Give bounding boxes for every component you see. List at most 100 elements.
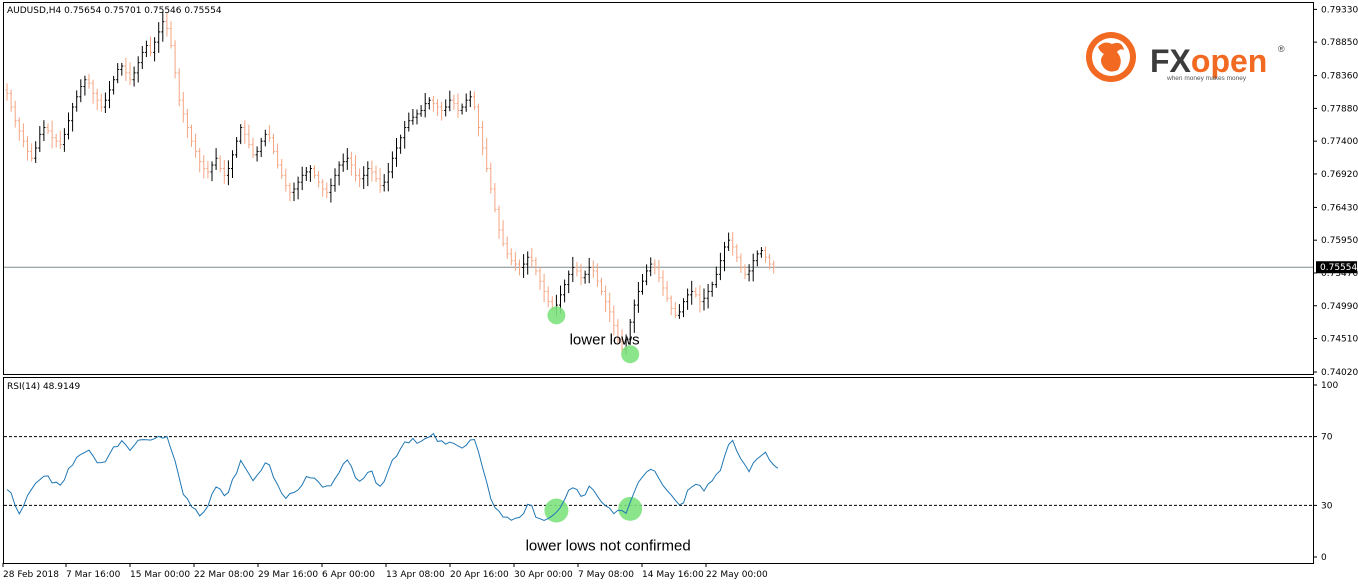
- candle: [5, 83, 9, 101]
- candle: [124, 57, 128, 81]
- candle: [764, 246, 767, 263]
- candle: [317, 171, 321, 188]
- candle: [112, 75, 116, 95]
- candle: [83, 75, 87, 96]
- candle: [485, 137, 489, 173]
- candle: [530, 247, 534, 267]
- candle: [682, 298, 685, 318]
- candle: [587, 258, 591, 284]
- price-annotation: lower lows: [570, 332, 640, 349]
- candle: [165, 12, 169, 37]
- candle: [690, 280, 694, 305]
- candle: [304, 166, 308, 181]
- candle: [382, 174, 386, 192]
- candle: [411, 108, 415, 125]
- price-y-axis: 0.79330 0.78850 0.78360 0.77880 0.77400 0.769…: [1313, 5, 1358, 378]
- candle: [329, 178, 333, 203]
- candle: [456, 93, 460, 118]
- candle: [136, 56, 140, 83]
- price-tick-label: 0.75950: [1321, 236, 1358, 246]
- price-tick-label: 0.74510: [1321, 335, 1358, 345]
- candle: [267, 125, 271, 142]
- candle: [71, 102, 75, 132]
- symbol-header: AUDUSD,H4 0.75654 0.75701 0.75546 0.7555…: [7, 6, 222, 16]
- candle: [239, 124, 243, 145]
- price-tick-label: 0.77400: [1321, 137, 1358, 147]
- time-tick-label: 13 Apr 08:00: [386, 570, 445, 580]
- candle: [374, 165, 378, 183]
- candle: [472, 91, 476, 110]
- candle: [362, 166, 366, 189]
- candle: [144, 40, 148, 58]
- bull-head-icon: [1098, 42, 1124, 72]
- candle: [616, 319, 620, 343]
- candle: [591, 260, 595, 278]
- candle: [727, 232, 731, 251]
- rsi-low-highlight: [618, 496, 643, 521]
- candle: [706, 284, 710, 309]
- candle: [608, 292, 612, 323]
- candle: [731, 231, 735, 256]
- price-tick-label: 0.75470: [1321, 269, 1358, 279]
- candle: [276, 143, 280, 169]
- candle: [30, 143, 34, 162]
- rsi-series-line: [6, 432, 779, 521]
- rsi-panel-frame: [3, 377, 1314, 564]
- candle: [698, 285, 702, 313]
- candle: [149, 36, 152, 57]
- candle: [231, 150, 234, 179]
- candle: [645, 264, 649, 286]
- candle: [452, 94, 456, 110]
- candle: [226, 160, 230, 186]
- candle: [349, 151, 353, 176]
- candle: [407, 112, 411, 132]
- fxopen-logo: FXopen ® when money makes money: [1086, 32, 1285, 82]
- candle: [468, 90, 472, 108]
- candle: [632, 299, 636, 333]
- candle: [460, 103, 464, 115]
- candle: [751, 253, 755, 282]
- candle: [575, 262, 579, 277]
- price-tick-label: 0.74990: [1321, 302, 1358, 312]
- candle: [493, 183, 497, 213]
- candle: [181, 91, 185, 123]
- candle: [17, 117, 21, 141]
- candle: [95, 88, 99, 111]
- candle: [38, 126, 42, 153]
- candle: [62, 128, 66, 152]
- candle: [153, 37, 157, 62]
- price-low-highlight: [621, 345, 640, 364]
- candle: [489, 162, 493, 194]
- logo-text: FXopen: [1150, 43, 1267, 79]
- candle: [759, 247, 763, 258]
- rsi-header: RSI(14) 48.9149: [7, 382, 80, 392]
- candle: [255, 146, 259, 162]
- price-tick-label: 0.77880: [1321, 104, 1358, 114]
- candle: [415, 109, 419, 125]
- candle: [308, 165, 312, 182]
- candle: [501, 220, 505, 247]
- candle: [190, 124, 193, 147]
- time-tick-label: 7 May 08:00: [578, 570, 634, 580]
- candle: [120, 62, 124, 76]
- candle: [583, 270, 587, 284]
- time-tick-label: 22 May 00:00: [706, 570, 768, 580]
- candle: [378, 168, 382, 193]
- candle: [198, 147, 202, 173]
- candle: [333, 168, 337, 192]
- candle: [169, 21, 173, 49]
- candle: [67, 112, 70, 140]
- time-tick-label: 22 Mar 08:00: [194, 570, 254, 580]
- candle: [538, 267, 542, 290]
- rsi-tick-label: 100: [1321, 381, 1338, 391]
- time-tick-label: 20 Apr 16:00: [450, 570, 509, 580]
- candle: [604, 285, 608, 312]
- candle: [390, 151, 394, 179]
- candle: [710, 281, 714, 297]
- rsi-tick-label: 0: [1321, 553, 1327, 563]
- candle: [772, 260, 776, 274]
- candle: [497, 205, 501, 239]
- candle: [718, 252, 722, 281]
- candle: [481, 121, 485, 156]
- candle: [247, 124, 251, 149]
